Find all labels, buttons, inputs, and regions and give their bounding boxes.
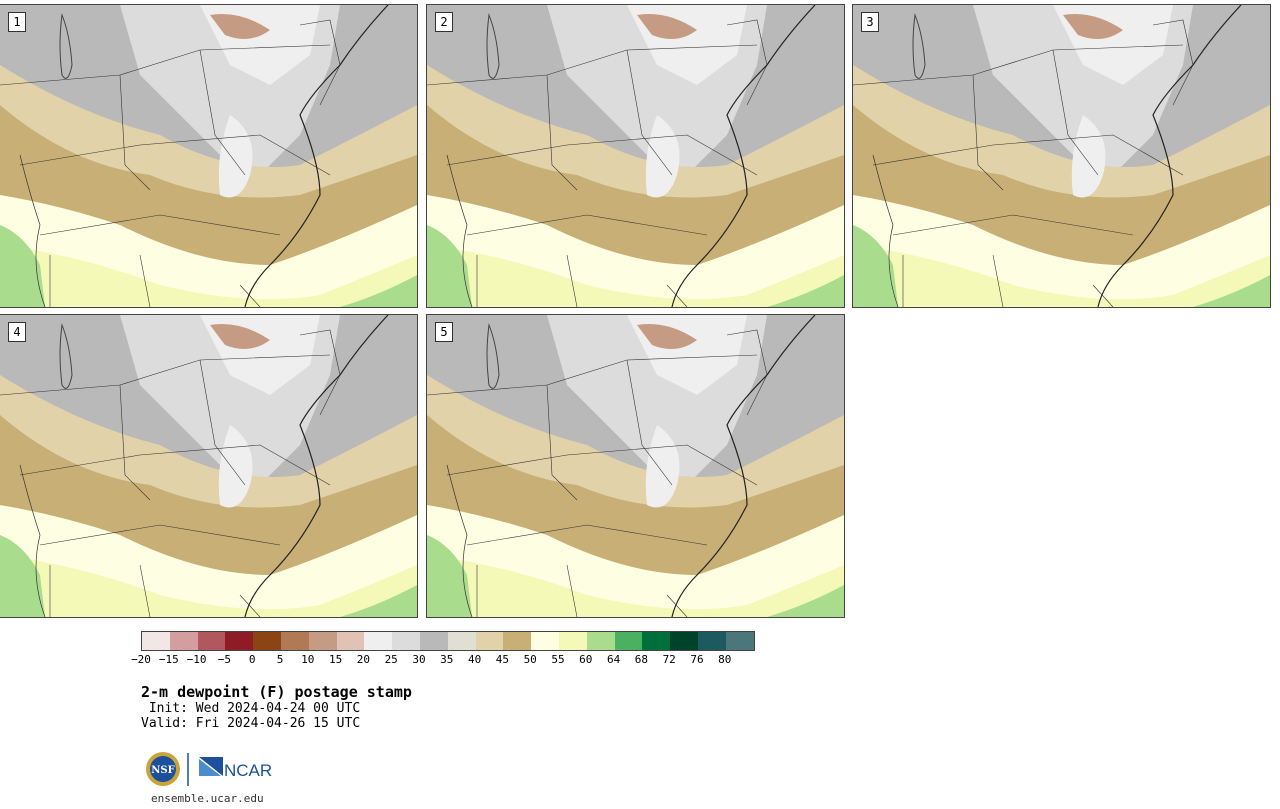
colorbar-swatch [142, 632, 170, 650]
colorbar-swatch [419, 632, 448, 650]
colorbar-tick: 64 [606, 653, 621, 666]
colorbar-tick: −20 [131, 653, 151, 666]
colorbar-swatch [308, 632, 337, 650]
colorbar-tick: 68 [634, 653, 649, 666]
colorbar-tick-labels: −20 −15 −10 −5 0 5 10 15 20 25 30 35 40 45 50 55 60 64 68 7… [131, 653, 781, 667]
colorbar-tick: 35 [440, 653, 454, 666]
colorbar-swatch [725, 632, 754, 650]
ncar-logo-text: NCAR [224, 761, 272, 780]
colorbar-swatch [642, 632, 671, 650]
colorbar-tick: 5 [276, 653, 284, 666]
colorbar-tick: 60 [579, 653, 593, 666]
colorbar-tick: 80 [718, 653, 732, 666]
colorbar-swatch [364, 632, 393, 650]
colorbar-tick: 50 [523, 653, 537, 666]
colorbar-swatch [697, 632, 726, 650]
colorbar-swatch [197, 632, 226, 650]
colorbar-tick: 30 [412, 653, 426, 666]
panel-number-label: 1 [8, 12, 26, 32]
colorbar-tick: 40 [467, 653, 482, 666]
ensemble-member-panel-3: 3 [852, 4, 1271, 308]
dewpoint-map [0, 315, 417, 617]
colorbar-swatch [392, 632, 420, 650]
figure-title: 2-m dewpoint (F) postage stamp [141, 683, 412, 701]
colorbar-swatch [336, 632, 365, 650]
ncar-logo: NCAR [199, 757, 272, 780]
colorbar-tick: 55 [551, 653, 565, 666]
colorbar-swatch [280, 632, 309, 650]
dewpoint-map [427, 5, 844, 307]
colorbar-swatch [169, 632, 198, 650]
colorbar-tick: 20 [356, 653, 371, 666]
init-time: Init: Wed 2024-04-24 00 UTC [141, 701, 361, 716]
colorbar-tick: 45 [495, 653, 510, 666]
logos: NSF NCAR [145, 750, 275, 794]
colorbar-swatch [225, 632, 254, 650]
ensemble-member-panel-4: 4 [0, 314, 418, 618]
ensemble-member-panel-2: 2 [426, 4, 845, 308]
dewpoint-map [0, 5, 417, 307]
ensemble-member-panel-1: 1 [0, 4, 418, 308]
colorbar-tick: 72 [662, 653, 676, 666]
panel-number-label: 5 [435, 322, 453, 342]
panel-number-label: 2 [435, 12, 453, 32]
colorbar-tick: 76 [690, 653, 704, 666]
colorbar-swatch [531, 632, 559, 650]
colorbar-tick: −15 [158, 653, 179, 666]
colorbar-swatch [253, 632, 281, 650]
colorbar [141, 631, 755, 651]
website-url: ensemble.ucar.edu [151, 792, 264, 805]
colorbar-swatch [447, 632, 476, 650]
colorbar-tick: 15 [328, 653, 343, 666]
dewpoint-map [427, 315, 844, 617]
colorbar-tick: 0 [248, 653, 256, 666]
panel-number-label: 4 [8, 322, 26, 342]
nsf-logo-text: NSF [151, 765, 174, 776]
panel-number-label: 3 [861, 12, 879, 32]
colorbar-swatch [475, 632, 504, 650]
colorbar-swatch [614, 632, 643, 650]
ensemble-member-panel-5: 5 [426, 314, 845, 618]
colorbar-swatch [586, 632, 615, 650]
colorbar-tick: −10 [186, 653, 207, 666]
colorbar-swatch [503, 632, 532, 650]
dewpoint-map [853, 5, 1270, 307]
colorbar-tick: 25 [384, 653, 398, 666]
valid-time: Valid: Fri 2024-04-26 15 UTC [141, 716, 361, 731]
colorbar-tick: 10 [301, 653, 315, 666]
colorbar-swatch [558, 632, 587, 650]
colorbar-swatch [670, 632, 698, 650]
colorbar-tick: −5 [217, 653, 232, 666]
nsf-logo: NSF [146, 752, 180, 786]
